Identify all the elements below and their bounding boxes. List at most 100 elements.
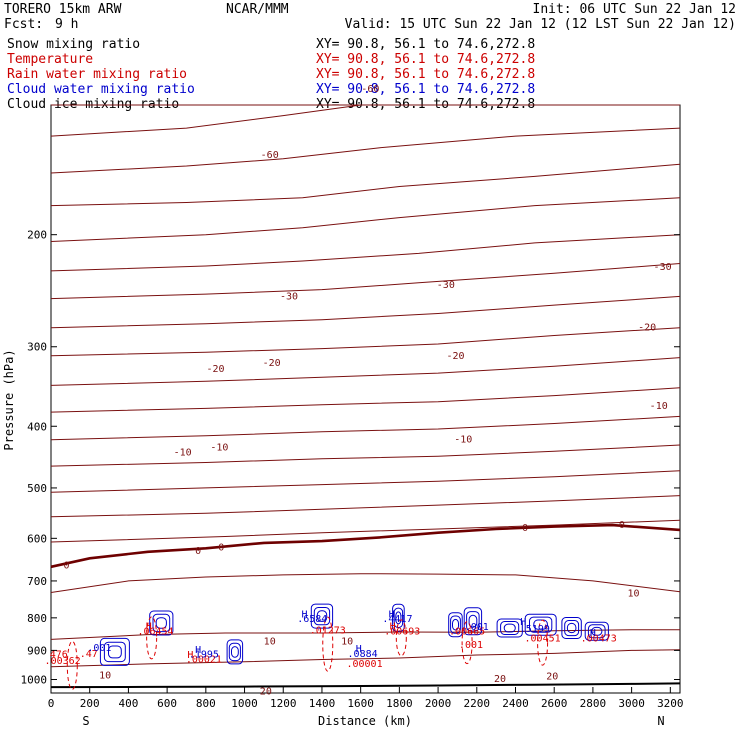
y-tick-label: 400 bbox=[27, 420, 47, 433]
rain-max-label: 476 bbox=[50, 649, 68, 660]
rain-max-label: .47 bbox=[80, 649, 98, 660]
rain-max-label: H bbox=[187, 650, 193, 661]
temperature-contours bbox=[50, 104, 681, 668]
temperature-label: 0 bbox=[619, 520, 625, 531]
y-tick-label: 600 bbox=[27, 532, 47, 545]
rain-contour bbox=[461, 621, 473, 665]
x-tick-label: 200 bbox=[80, 697, 100, 710]
zero-isotherm bbox=[50, 523, 681, 569]
cloud-contour-ring bbox=[587, 624, 606, 639]
y-tick-label: 700 bbox=[27, 575, 47, 588]
temperature-label: -10 bbox=[174, 448, 192, 459]
org-label: NCAR/MMM bbox=[226, 2, 289, 17]
cloud-max-label: H bbox=[590, 628, 596, 639]
rain-max-label: .06454 bbox=[137, 627, 173, 638]
temperature-label: 0 bbox=[218, 542, 224, 553]
x-tick-label: 3200 bbox=[657, 697, 684, 710]
cloud-water-contours bbox=[99, 603, 609, 666]
cloud-water-cell bbox=[496, 618, 523, 638]
y-tick-label: 1000 bbox=[21, 674, 48, 687]
south-label: S bbox=[82, 714, 89, 728]
cloud-water-cell bbox=[99, 637, 130, 666]
temperature-contour bbox=[50, 263, 681, 300]
cloud-contour-ring bbox=[393, 607, 404, 628]
field-xy: XY= 90.8, 56.1 to 74.6,272.8 bbox=[316, 82, 535, 97]
temperature-contour bbox=[50, 387, 681, 413]
terrain-path bbox=[50, 682, 681, 689]
temperature-label: -30 bbox=[654, 262, 672, 273]
y-axis-label: Pressure (hPa) bbox=[2, 349, 16, 450]
x-axis-label: Distance (km) bbox=[318, 714, 412, 728]
rain-max-label: H bbox=[146, 622, 152, 633]
cloud-contour-ring bbox=[149, 610, 174, 636]
field-xy: XY= 90.8, 56.1 to 74.6,272.8 bbox=[316, 52, 535, 67]
cloud-contour-ring bbox=[228, 642, 241, 662]
cloud-contour-ring bbox=[450, 615, 461, 634]
rain-contours bbox=[66, 616, 549, 690]
cloud-contour-ring bbox=[313, 607, 331, 626]
temperature-contour bbox=[50, 444, 681, 467]
cloud-max-label: .001 bbox=[87, 643, 111, 654]
rain-max-label: .00693 bbox=[384, 626, 420, 637]
cloud-contour-ring bbox=[316, 610, 328, 622]
x-tick-label: 0 bbox=[48, 697, 55, 710]
rain-max-label: .00665 bbox=[449, 626, 485, 637]
temperature-label: 0 bbox=[195, 546, 201, 557]
temperature-contour bbox=[50, 104, 680, 137]
temperature-label: 10 bbox=[628, 589, 640, 600]
rain-max-label: .01273 bbox=[310, 625, 346, 636]
rain-contour bbox=[146, 616, 158, 660]
cloud-water-cell bbox=[524, 613, 557, 636]
y-tick-label: 300 bbox=[27, 341, 47, 354]
field-xy: XY= 90.8, 56.1 to 74.6,272.8 bbox=[316, 37, 535, 52]
temperature-contour bbox=[50, 234, 681, 272]
temperature-label: -30 bbox=[280, 291, 298, 302]
temperature-contour bbox=[50, 127, 681, 174]
temperature-contour bbox=[50, 197, 681, 242]
temperature-contour bbox=[50, 415, 681, 441]
temperature-contour bbox=[50, 163, 681, 207]
y-tick-label: 800 bbox=[27, 612, 47, 625]
x-tick-label: 400 bbox=[118, 697, 138, 710]
temperature-contour bbox=[50, 495, 681, 518]
temperature-contour bbox=[50, 295, 681, 329]
fcst-label: Fcst: bbox=[4, 17, 43, 32]
cloud-contour-ring bbox=[561, 617, 582, 639]
x-tick-label: 1600 bbox=[347, 697, 374, 710]
cloud-max-label: .1995 bbox=[189, 649, 219, 660]
temperature-label: 10 bbox=[264, 637, 276, 648]
temperature-label: -20 bbox=[263, 358, 281, 369]
x-tick-label: 2800 bbox=[580, 697, 607, 710]
rain-max-label: H bbox=[390, 621, 396, 632]
cloud-max-label: H bbox=[195, 645, 201, 656]
cloud-contour-ring bbox=[584, 621, 609, 641]
cloud-contour-ring bbox=[503, 623, 516, 633]
x-tick-label: 1200 bbox=[270, 697, 297, 710]
temperature-contour bbox=[50, 573, 681, 593]
cloud-contour-ring bbox=[566, 622, 577, 634]
x-tick-label: 600 bbox=[157, 697, 177, 710]
x-tick-label: 2200 bbox=[464, 697, 491, 710]
cloud-water-cell bbox=[561, 617, 582, 639]
temperature-label: -20 bbox=[206, 364, 224, 375]
cloud-contour-ring bbox=[468, 614, 478, 628]
field-name: Rain water mixing ratio bbox=[7, 67, 187, 82]
field-name: Cloud water mixing ratio bbox=[7, 82, 195, 97]
cloud-contour-ring bbox=[500, 621, 520, 635]
temperature-label: -10 bbox=[210, 443, 228, 454]
cloud-water-cell bbox=[448, 612, 463, 638]
cloud-contour-ring bbox=[231, 646, 239, 658]
cloud-max-label: H bbox=[302, 609, 308, 620]
temperature-contour bbox=[50, 470, 681, 493]
x-tick-label: 2400 bbox=[502, 697, 529, 710]
fcst-value: 9 h bbox=[55, 17, 78, 32]
field-legend: Snow mixing ratio XY= 90.8, 56.1 to 74.6,… bbox=[7, 37, 535, 112]
cloud-contour-ring bbox=[533, 619, 548, 630]
temperature-contour bbox=[50, 629, 680, 640]
temperature-label: -60 bbox=[261, 150, 279, 161]
north-label: N bbox=[657, 714, 664, 728]
cloud-max-label: H bbox=[520, 617, 526, 628]
temperature-contour bbox=[50, 649, 681, 668]
temperature-label: -20 bbox=[446, 351, 464, 362]
cloud-contour-ring bbox=[564, 620, 580, 637]
